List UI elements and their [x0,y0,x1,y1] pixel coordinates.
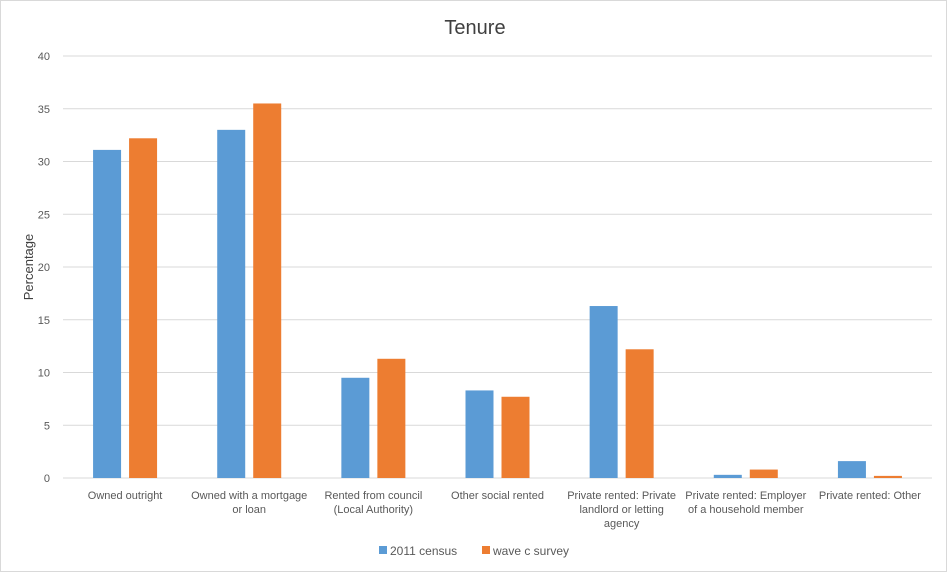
bar-series-2 [253,103,282,478]
y-tick-label: 30 [38,157,50,169]
x-tick-label: Private rented: Other [819,490,921,502]
y-tick-label: 5 [44,420,50,432]
bar-series-1 [589,306,618,478]
bar-series-1 [837,461,866,478]
legend-label: wave c survey [492,544,569,558]
y-tick-label: 20 [38,262,50,274]
y-axis-ticks: 0 5 10 15 20 25 30 35 40 [38,51,50,485]
bar-series-2 [129,138,158,479]
bar-series-1 [217,129,246,478]
y-tick-label: 40 [38,51,50,63]
legend: 2011 census wave c survey [379,544,569,558]
bar-series-1 [713,474,742,478]
y-tick-label: 10 [38,368,50,380]
y-tick-label: 15 [38,315,50,327]
bar-series-2 [377,358,406,478]
bar-series-2 [873,475,902,478]
bar-series-1 [341,377,370,478]
bar-series-1 [93,149,122,478]
bars [93,103,902,479]
legend-label: 2011 census [390,544,457,558]
x-tick-label: Owned with a mortgage or loan [191,490,307,516]
x-tick-label: Rented from council (Local Authority) [324,490,422,516]
legend-swatch [482,546,490,554]
y-tick-label: 0 [44,473,50,485]
x-tick-label: Owned outright [88,490,163,502]
x-tick-label: Other social rented [451,490,544,502]
legend-swatch [379,546,387,554]
bar-series-2 [749,469,778,478]
y-axis-label: Percentage [21,234,36,301]
bar-series-2 [625,349,654,478]
x-tick-label: Private rented: Private landlord or letti… [567,490,676,530]
y-tick-label: 35 [38,104,50,116]
y-tick-label: 25 [38,209,50,221]
chart-title: Tenure [444,17,505,39]
x-axis-labels: Owned outright Owned with a mortgage or lo… [88,490,922,530]
gridlines [63,55,932,479]
x-tick-label: Private rented: Employer of a household m… [685,490,806,516]
bar-series-2 [501,396,530,478]
bar-series-1 [465,390,494,478]
